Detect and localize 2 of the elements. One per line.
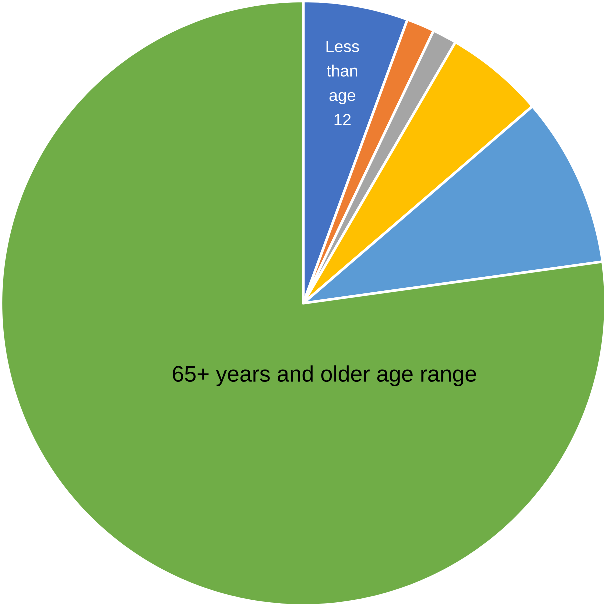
slice-label: 65+ years and older age range [173, 366, 476, 386]
slice-label: Less than age 12 [326, 41, 360, 126]
